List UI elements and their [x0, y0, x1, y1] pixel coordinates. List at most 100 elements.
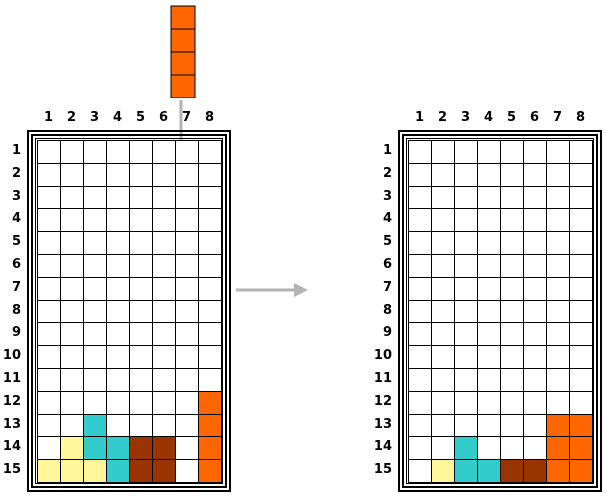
filled-cell-cyan	[477, 459, 501, 483]
grid-cell	[477, 208, 501, 233]
grid-cell	[60, 254, 84, 278]
grid-cell	[477, 140, 501, 164]
grid-cell	[129, 276, 153, 301]
grid-cell	[106, 368, 130, 392]
grid-cell	[454, 345, 478, 369]
grid-cell	[152, 299, 176, 324]
row-label: 12	[2, 393, 21, 409]
filled-cell-cyan	[83, 436, 107, 461]
filled-cell-orange	[198, 413, 222, 438]
grid-cell	[546, 299, 570, 324]
grid-cell	[175, 459, 199, 483]
grid-cell	[523, 322, 547, 347]
grid-cell	[60, 345, 84, 369]
grid-cell	[431, 185, 455, 210]
grid-cell	[37, 322, 61, 347]
filled-cell-yellow	[60, 459, 84, 483]
filled-cell-brown	[129, 459, 153, 483]
grid-cell	[431, 436, 455, 461]
filled-cell-yellow	[431, 459, 455, 483]
filled-cell-orange	[198, 459, 222, 483]
row-label: 7	[382, 279, 392, 295]
grid-cell	[106, 413, 130, 438]
grid-cell	[454, 185, 478, 210]
grid-cell	[408, 368, 432, 392]
grid-cell	[175, 390, 199, 415]
grid-cell	[106, 162, 130, 187]
grid-cell	[546, 185, 570, 210]
grid-cell	[83, 276, 107, 301]
grid-cell	[523, 345, 547, 369]
grid-cell	[500, 140, 524, 164]
grid-cell	[152, 208, 176, 233]
grid-cell	[569, 140, 593, 164]
row-label: 12	[373, 393, 392, 409]
grid-cell	[83, 390, 107, 415]
grid-cell	[129, 254, 153, 278]
row-label: 7	[11, 279, 21, 295]
grid-cell	[477, 368, 501, 392]
grid-cell	[198, 368, 222, 392]
grid-cell	[523, 299, 547, 324]
grid-cell	[546, 140, 570, 164]
grid-cell	[175, 368, 199, 392]
grid-cell	[198, 345, 222, 369]
grid-cell	[523, 162, 547, 187]
grid-cell	[477, 231, 501, 255]
grid-cell	[523, 231, 547, 255]
grid-cell	[129, 345, 153, 369]
grid-cell	[500, 254, 524, 278]
grid-cell	[129, 299, 153, 324]
grid-cell	[175, 299, 199, 324]
grid-cell	[152, 254, 176, 278]
grid-cell	[431, 276, 455, 301]
grid-cell	[37, 208, 61, 233]
grid-cell	[500, 322, 524, 347]
row-label: 13	[2, 416, 21, 432]
grid-cell	[37, 413, 61, 438]
grid-cell	[37, 436, 61, 461]
grid-cell	[454, 322, 478, 347]
filled-cell-orange	[546, 459, 570, 483]
grid-cell	[175, 276, 199, 301]
grid-cell	[129, 368, 153, 392]
column-label: 7	[181, 110, 192, 125]
grid-cell	[83, 299, 107, 324]
grid-cell	[198, 185, 222, 210]
grid-cell	[454, 413, 478, 438]
grid-cell	[477, 322, 501, 347]
grid-cell	[477, 299, 501, 324]
grid-cell	[83, 185, 107, 210]
row-label: 13	[373, 416, 392, 432]
grid-cell	[37, 185, 61, 210]
filled-cell-orange	[569, 413, 593, 438]
column-label: 5	[135, 110, 146, 125]
grid-cell	[431, 140, 455, 164]
grid-cell	[175, 231, 199, 255]
filled-cell-yellow	[60, 436, 84, 461]
grid-cell	[500, 390, 524, 415]
grid-cell	[431, 254, 455, 278]
column-label: 4	[483, 110, 494, 125]
grid-cell	[408, 140, 432, 164]
grid-cell	[175, 345, 199, 369]
filled-cell-brown	[152, 436, 176, 461]
grid-cell	[500, 345, 524, 369]
row-label: 2	[382, 165, 392, 181]
grid-cell	[106, 276, 130, 301]
grid-cell	[454, 276, 478, 301]
grid-cell	[408, 345, 432, 369]
grid-cell	[129, 413, 153, 438]
grid-cell	[408, 276, 432, 301]
grid-cell	[500, 208, 524, 233]
filled-cell-orange	[569, 436, 593, 461]
grid-cell	[523, 208, 547, 233]
board-frame	[31, 134, 227, 488]
grid-cell	[408, 162, 432, 187]
column-label: 2	[437, 110, 448, 125]
grid-cell	[408, 208, 432, 233]
transition-arrow-icon	[236, 283, 308, 297]
falling-piece-cell	[170, 5, 196, 30]
grid-cell	[37, 162, 61, 187]
grid-cell	[83, 345, 107, 369]
